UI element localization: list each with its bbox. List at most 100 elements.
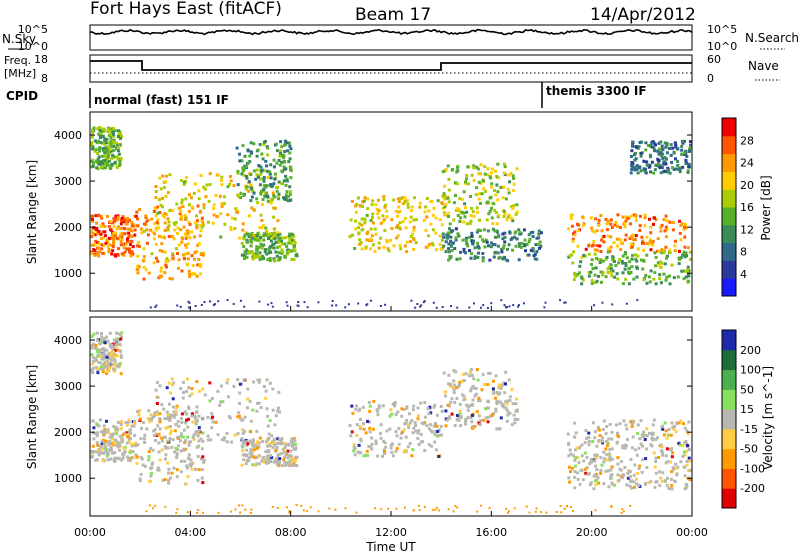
echo-cell (317, 301, 320, 304)
echo-cell (433, 440, 437, 444)
echo-cell (249, 183, 253, 187)
echo-cell (105, 355, 109, 359)
echo-cell (665, 219, 669, 223)
echo-cell (633, 463, 637, 467)
echo-cell (211, 420, 215, 424)
echo-cell (200, 447, 204, 451)
echo-cell (115, 165, 119, 169)
echo-cell (90, 346, 94, 350)
echo-cell (220, 179, 223, 182)
echo-cell (680, 148, 684, 152)
echo-cell (590, 263, 593, 266)
echo-cell (187, 407, 191, 410)
echo-cell (505, 306, 507, 309)
echo-cell (430, 430, 434, 434)
echo-cell (236, 193, 240, 197)
echo-cell (652, 277, 656, 281)
echo-cell (93, 253, 97, 257)
echo-cell (292, 447, 296, 451)
echo-cell (266, 146, 270, 150)
echo-cell (662, 272, 666, 276)
echo-cell (503, 231, 507, 235)
echo-cell (648, 280, 652, 284)
echo-cell (264, 459, 268, 463)
echo-cell (195, 445, 199, 449)
echo-cell (672, 424, 676, 428)
echo-cell (160, 439, 164, 443)
echo-cell (598, 244, 602, 248)
echo-cell (634, 157, 638, 161)
echo-cell (273, 232, 277, 236)
echo-cell (364, 431, 368, 435)
echo-cell (235, 146, 239, 150)
echo-cell (661, 427, 665, 431)
echo-cell (635, 164, 639, 168)
echo-cell (142, 259, 145, 263)
echo-cell (581, 478, 585, 482)
echo-cell (280, 182, 284, 186)
echo-cell (506, 399, 510, 403)
echo-cell (130, 250, 134, 254)
echo-cell (674, 467, 678, 470)
echo-cell (440, 223, 444, 227)
colorbar-tick-label: 16 (740, 201, 754, 214)
echo-cell (287, 160, 291, 164)
echo-cell (389, 443, 393, 447)
echo-cell (294, 464, 298, 467)
echo-cell (156, 259, 160, 263)
echo-cell (293, 439, 297, 443)
echo-cell (127, 440, 131, 444)
echo-cell (156, 205, 159, 209)
echo-cell (630, 164, 634, 168)
echo-cell (111, 244, 115, 248)
echo-cell (134, 441, 138, 445)
echo-cell (638, 437, 642, 440)
echo-cell (685, 459, 689, 463)
echo-cell (480, 504, 483, 507)
echo-cell (189, 464, 193, 468)
echo-cell (179, 470, 183, 474)
echo-cell (651, 243, 655, 247)
echo-cell (138, 409, 142, 413)
echo-cell (689, 143, 692, 147)
echo-cell (688, 468, 692, 472)
echo-cell (600, 439, 604, 443)
echo-cell (180, 420, 184, 424)
echo-cell (357, 231, 361, 235)
echo-cell (249, 233, 253, 237)
echo-cell (186, 377, 189, 381)
echo-cell (113, 369, 117, 373)
echo-cell (206, 220, 210, 224)
echo-cell (229, 225, 233, 229)
echo-cell (512, 413, 516, 417)
echo-cell (617, 261, 621, 265)
echo-cell (437, 455, 441, 458)
echo-cell (101, 447, 104, 451)
echo-cell (507, 213, 511, 217)
echo-cell (469, 256, 473, 260)
echo-cell (412, 228, 416, 232)
colorbar-tick-label: 12 (740, 223, 754, 236)
echo-cell (262, 234, 266, 238)
echo-cell (103, 348, 106, 352)
echo-cell (649, 443, 653, 447)
echo-cell (91, 450, 95, 454)
echo-cell (597, 439, 601, 442)
echo-cell (107, 127, 111, 131)
echo-cell (101, 339, 105, 343)
echo-cell (135, 455, 139, 459)
echo-cell (266, 153, 270, 157)
echo-cell (186, 251, 190, 255)
echo-cell (129, 431, 133, 435)
echo-cell (112, 134, 116, 138)
echo-cell (631, 233, 635, 237)
echo-cell (113, 236, 117, 240)
echo-cell (293, 249, 297, 253)
echo-cell (482, 418, 486, 422)
echo-cell (199, 272, 203, 276)
echo-cell (283, 242, 287, 246)
echo-cell (335, 304, 338, 307)
echo-cell (255, 154, 259, 158)
echo-cell (660, 166, 664, 170)
echo-cell (276, 507, 279, 509)
